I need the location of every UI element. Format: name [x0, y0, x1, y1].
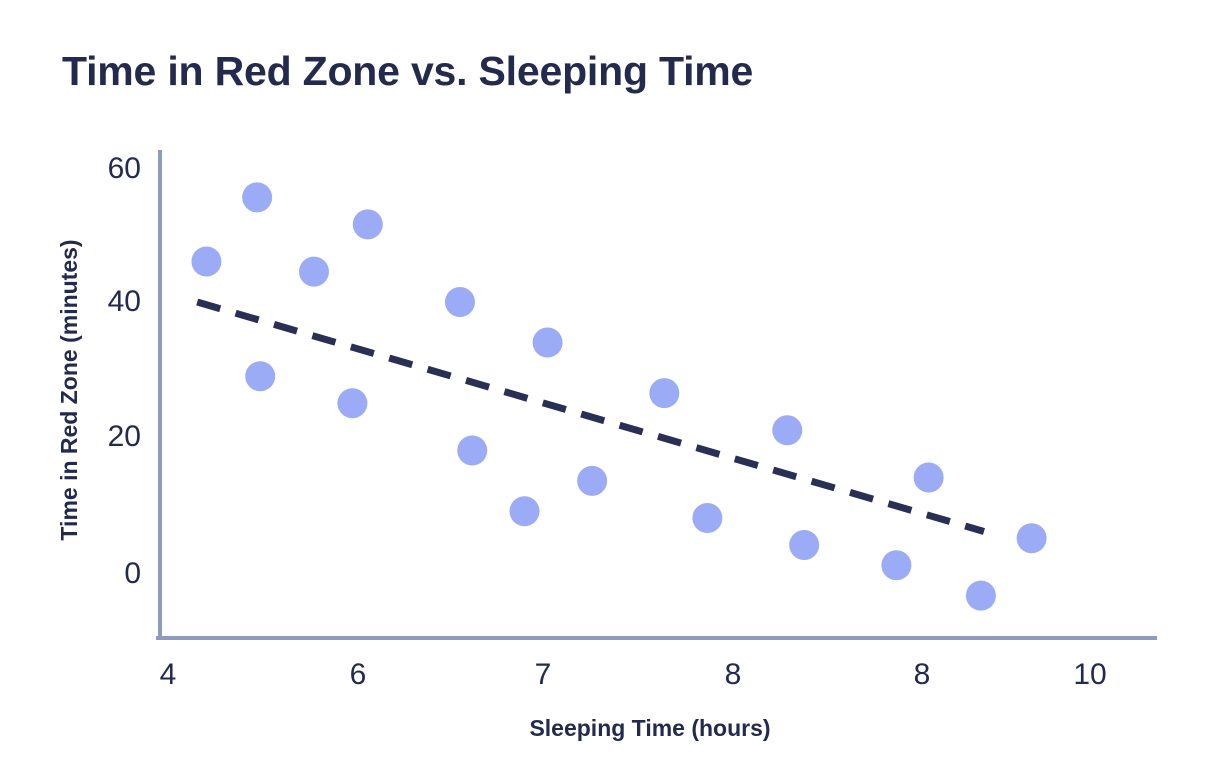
data-point: [191, 246, 222, 277]
data-point: [457, 435, 488, 466]
data-point: [577, 465, 608, 496]
x-tick-label: 7: [535, 658, 552, 691]
data-point: [692, 503, 723, 533]
x-tick-label: 8: [725, 658, 742, 691]
x-tick-label: 10: [1073, 658, 1106, 691]
data-point: [245, 361, 276, 392]
page-title: Time in Red Zone vs. Sleeping Time: [62, 48, 754, 94]
data-point: [352, 209, 383, 240]
x-axis-title: Sleeping Time (hours): [529, 715, 770, 741]
y-tick-label: 60: [108, 152, 141, 185]
data-point: [965, 580, 996, 611]
x-tick-label: 6: [350, 658, 367, 691]
data-point: [789, 530, 820, 560]
trend-line: [196, 298, 985, 535]
x-tick-label: 8: [914, 658, 931, 691]
data-point: [1016, 523, 1047, 554]
data-point: [337, 388, 368, 419]
data-point: [772, 415, 803, 446]
y-tick-label: 40: [108, 285, 141, 318]
data-point: [444, 287, 475, 317]
data-point: [509, 496, 540, 527]
data-point: [242, 182, 273, 213]
y-axis-title: Time in Red Zone (minutes): [56, 239, 82, 540]
data-point: [881, 550, 912, 581]
y-tick-label: 0: [124, 557, 141, 590]
data-point: [298, 256, 329, 287]
x-tick-label: 4: [160, 658, 177, 691]
data-point: [913, 462, 944, 493]
data-point: [532, 327, 563, 358]
data-point: [649, 378, 680, 409]
y-axis-tick-labels: 60 40 20 0: [108, 152, 141, 590]
x-axis-tick-labels: 4 6 7 8 8 10: [160, 658, 1107, 691]
data-point-group: [191, 182, 1047, 611]
y-tick-label: 20: [108, 420, 141, 453]
